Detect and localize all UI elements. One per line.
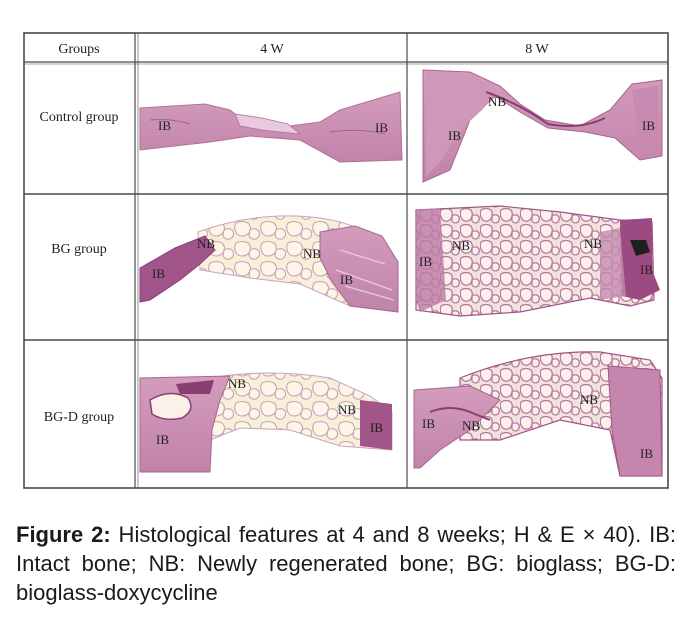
bgd-4w-label-ib-left: IB xyxy=(156,432,169,447)
figure-caption-text: Histological features at 4 and 8 weeks; … xyxy=(16,522,676,605)
bgd-8w-label-nb-top: NB xyxy=(580,392,598,407)
bg-8w-label-ib-left: IB xyxy=(419,254,432,269)
micrograph-control-8w: NB IB IB xyxy=(422,69,663,183)
bg-4w-label-nb-left: NB xyxy=(197,236,215,251)
row-label-bgd: BG-D group xyxy=(44,410,114,425)
control-8w-label-nb: NB xyxy=(488,94,506,109)
bgd-4w-label-nb-right: NB xyxy=(338,402,356,417)
control-8w-label-ib-right: IB xyxy=(642,118,655,133)
header-groups: Groups xyxy=(58,42,99,57)
header-4w: 4 W xyxy=(260,42,284,57)
bg-8w-label-ib-right: IB xyxy=(640,262,653,277)
bgd-4w-label-nb-left: NB xyxy=(228,376,246,391)
micrograph-bgd-4w: NB NB IB IB xyxy=(139,372,393,473)
bg-4w-label-nb-right: NB xyxy=(303,246,321,261)
control-4w-label-ib-left: IB xyxy=(158,118,171,133)
bg-4w-label-ib-right: IB xyxy=(340,272,353,287)
bg-4w-label-ib-left: IB xyxy=(152,266,165,281)
control-8w-label-ib-left: IB xyxy=(448,128,461,143)
figure-label: Figure 2: xyxy=(16,522,111,547)
bg-8w-label-nb-left: NB xyxy=(452,238,470,253)
row-label-control: Control group xyxy=(40,110,119,125)
micrograph-bg-8w: NB NB IB IB xyxy=(415,205,660,317)
micrograph-bgd-8w: NB IB NB IB xyxy=(413,351,663,477)
header-8w: 8 W xyxy=(525,42,549,57)
figure-caption: Figure 2: Histological features at 4 and… xyxy=(16,520,676,607)
control-4w-label-ib-right: IB xyxy=(375,120,388,135)
bgd-4w-label-ib-right: IB xyxy=(370,420,383,435)
micrograph-control-4w: IB IB xyxy=(139,91,403,163)
bgd-8w-label-nb-left: NB xyxy=(462,418,480,433)
bg-8w-label-nb-right: NB xyxy=(584,236,602,251)
results-table xyxy=(23,32,669,489)
micrograph-bg-4w: NB NB IB IB xyxy=(139,215,399,313)
bgd-8w-label-ib-left: IB xyxy=(422,416,435,431)
row-label-bg: BG group xyxy=(51,242,107,257)
bgd-8w-label-ib-right: IB xyxy=(640,446,653,461)
